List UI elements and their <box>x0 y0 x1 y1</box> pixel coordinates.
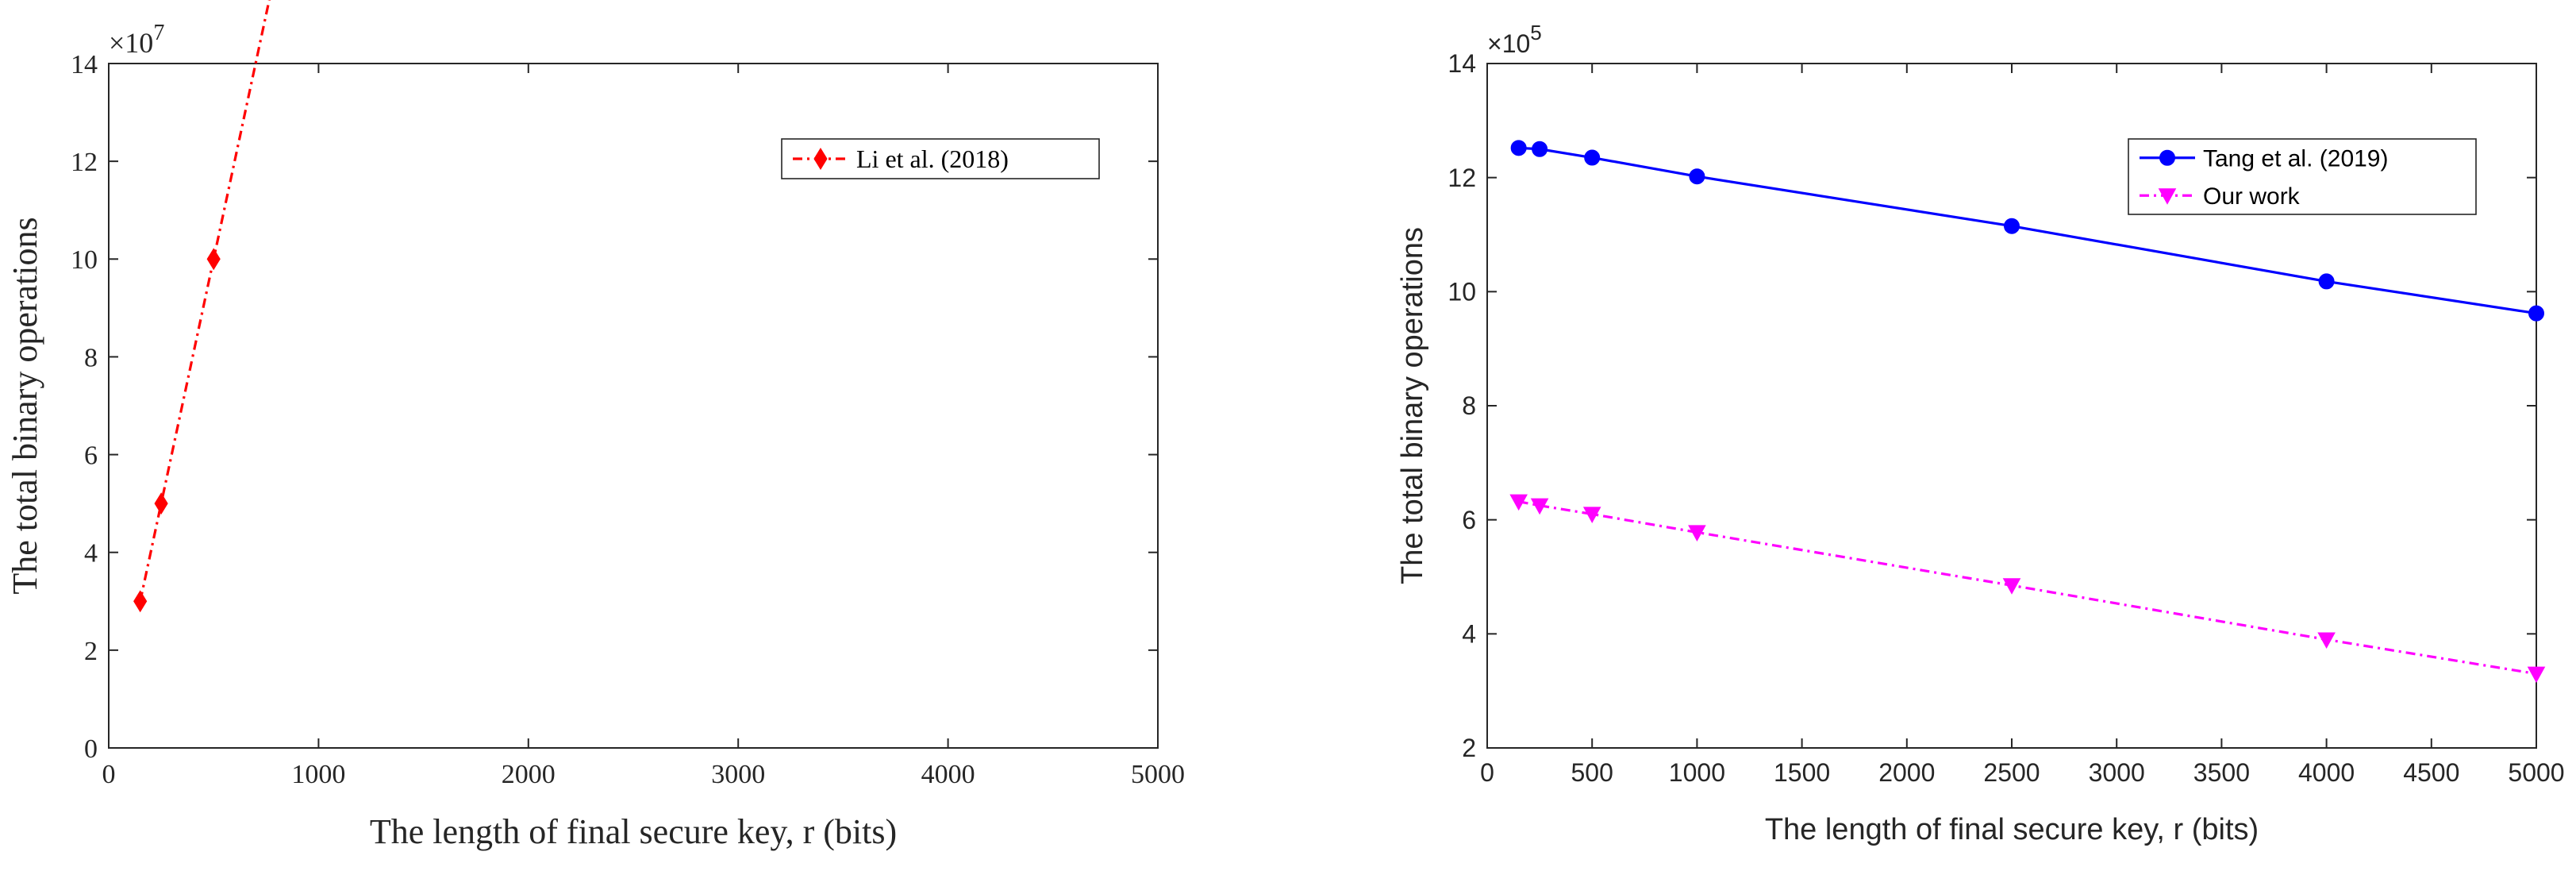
y-tick-label: 6 <box>1462 506 1476 534</box>
x-tick-label: 5000 <box>2508 758 2564 787</box>
y-tick-label: 8 <box>1462 391 1476 420</box>
x-tick-label: 2000 <box>502 760 556 789</box>
y-multiplier-exponent: 5 <box>1530 21 1541 44</box>
chart-2: 0 500 1000 1500 2000 2500 3000 3500 4000 4500 5000… <box>1396 21 2565 846</box>
data-point <box>1688 525 1706 541</box>
data-point <box>2318 273 2335 290</box>
x-tick-label: 4000 <box>921 760 975 789</box>
y-tick-label: 2 <box>1462 734 1476 762</box>
x-tick-label: 2500 <box>1983 758 2040 787</box>
legend-label: Li et al. (2018) <box>856 145 1009 173</box>
x-tick-label: 0 <box>102 760 116 789</box>
series-line <box>1518 500 2537 676</box>
series-2 <box>1509 494 2546 684</box>
y-multiplier-base: ×10 <box>109 27 153 59</box>
legend-marker <box>2158 188 2177 205</box>
y-multiplier-label: ×107 <box>109 21 164 59</box>
y-tick-label: 8 <box>84 343 98 372</box>
x-tick-label: 2000 <box>1878 758 1935 787</box>
x-tick-label: 500 <box>1571 758 1613 787</box>
legend-box <box>781 138 1100 179</box>
y-tick-label: 10 <box>71 245 98 275</box>
y-tick-label: 0 <box>84 734 98 764</box>
legend: Tang et al. (2019) Our work <box>2128 138 2477 215</box>
x-tick-label: 1000 <box>1669 758 1725 787</box>
plot-area-frame <box>108 63 1159 749</box>
x-tick-label: 0 <box>1480 758 1494 787</box>
legend-marker <box>813 148 828 170</box>
y-tick-label: 2 <box>84 637 98 666</box>
data-point <box>2527 666 2546 684</box>
data-point <box>1582 507 1601 523</box>
chart-1: 0 1000 2000 3000 4000 5000 0 2 4 6 8 10 12 14 ×107 The … <box>6 0 1185 851</box>
series-1 <box>133 0 271 613</box>
y-axis-label: The total binary operations <box>1396 227 1429 584</box>
legend-marker <box>2159 149 2175 166</box>
y-axis-label: The total binary operations <box>6 217 44 594</box>
y-multiplier-exponent: 7 <box>153 21 164 45</box>
y-tick-label: 14 <box>1448 49 1476 78</box>
data-point <box>2528 305 2544 322</box>
y-tick-label: 10 <box>1448 278 1476 306</box>
x-tick-label: 3000 <box>711 760 765 789</box>
data-point <box>1530 498 1549 515</box>
y-tick-label: 4 <box>1462 620 1476 649</box>
series-1 <box>1510 140 2544 322</box>
legend-box <box>2128 138 2477 215</box>
data-point <box>1532 141 1548 157</box>
y-tick-label: 14 <box>71 50 98 79</box>
y-tick-label: 12 <box>1448 164 1476 192</box>
x-tick-label: 1500 <box>1774 758 1830 787</box>
x-tick-label: 4000 <box>2298 758 2355 787</box>
data-point <box>1509 494 1528 511</box>
y-multiplier-label: ×105 <box>1487 21 1542 58</box>
data-point <box>1689 168 1705 185</box>
series-line <box>139 0 271 602</box>
data-point <box>2004 218 2020 234</box>
data-point <box>2317 632 2336 649</box>
data-point <box>206 248 221 271</box>
x-axis-label: The length of final secure key, r (bits) <box>370 812 897 851</box>
legend-label: Our work <box>2203 183 2301 210</box>
x-tick-label: 3500 <box>2193 758 2250 787</box>
legend: Li et al. (2018) <box>781 138 1100 179</box>
y-tick-label: 6 <box>84 441 98 470</box>
y-multiplier-base: ×10 <box>1487 29 1530 58</box>
x-tick-label: 4500 <box>2403 758 2459 787</box>
data-point <box>1584 149 1601 166</box>
legend-label: Tang et al. (2019) <box>2203 145 2388 172</box>
data-point <box>1510 140 1527 156</box>
x-tick-label: 1000 <box>291 760 345 789</box>
y-tick-label: 4 <box>84 539 98 568</box>
x-tick-label: 5000 <box>1131 760 1185 789</box>
x-axis-label: The length of final secure key, r (bits) <box>1765 813 2259 846</box>
data-point <box>154 492 168 515</box>
data-point <box>133 590 148 613</box>
y-tick-label: 12 <box>71 148 98 177</box>
x-tick-label: 3000 <box>2089 758 2145 787</box>
data-point <box>2002 578 2021 595</box>
